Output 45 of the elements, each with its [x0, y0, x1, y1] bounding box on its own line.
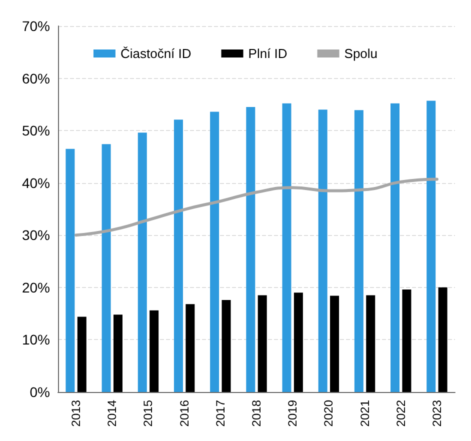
x-tick-label: 2019 — [286, 400, 300, 427]
bar — [222, 300, 231, 392]
bar — [258, 295, 267, 392]
y-tick-label: 70% — [22, 18, 50, 34]
bar — [246, 107, 256, 392]
x-tick-label: 2017 — [213, 400, 228, 427]
bar — [426, 100, 436, 392]
y-tick-label: 10% — [22, 332, 50, 348]
bar — [366, 295, 376, 392]
x-tick-label: 2014 — [105, 400, 120, 427]
bar — [77, 316, 86, 392]
bar — [282, 103, 292, 392]
bar — [210, 112, 220, 392]
x-tick-label: 2013 — [69, 400, 84, 427]
bar — [113, 314, 122, 392]
bar — [150, 310, 159, 392]
y-tick-label: 40% — [22, 174, 50, 191]
x-tick-label: 2021 — [358, 400, 372, 427]
y-tick-label: 50% — [22, 122, 50, 139]
x-tick-label: 2016 — [177, 400, 192, 427]
bar — [186, 304, 195, 392]
bar — [330, 296, 340, 392]
y-tick-label: 0% — [30, 384, 50, 400]
legend-label: Plní ID — [248, 46, 288, 61]
x-tick-label: 2018 — [250, 400, 264, 427]
y-tick-label: 20% — [22, 279, 50, 296]
bar — [294, 292, 303, 392]
y-tick-label: 30% — [22, 227, 50, 244]
bar — [318, 110, 328, 392]
x-tick-label: 2022 — [394, 400, 408, 427]
x-tick-label: 2020 — [322, 400, 336, 427]
bar — [138, 132, 147, 392]
bar — [402, 290, 412, 392]
x-tick-label: 2015 — [141, 400, 156, 427]
legend-label: Čiastoční ID — [120, 46, 192, 61]
bar — [438, 287, 448, 392]
bar — [390, 103, 400, 392]
line-series — [74, 178, 438, 237]
bar — [174, 120, 183, 392]
bar — [354, 110, 364, 392]
y-tick-label: 60% — [22, 70, 50, 86]
bar — [102, 144, 111, 392]
legend-label: Spolu — [344, 46, 378, 61]
x-tick-label: 2023 — [430, 400, 444, 427]
bar — [66, 148, 75, 392]
